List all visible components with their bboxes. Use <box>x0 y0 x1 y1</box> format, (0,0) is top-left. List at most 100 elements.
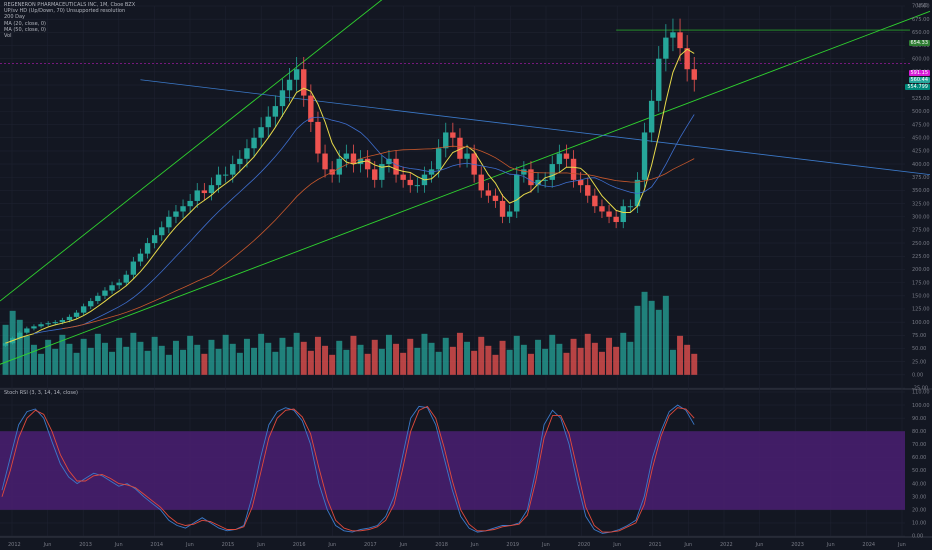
volume-bar <box>66 343 73 375</box>
volume-bar <box>385 334 392 375</box>
time-tick-label: 2022 <box>720 542 733 548</box>
rsi-tick-label: 70.00 <box>912 442 926 448</box>
candle-body <box>116 282 122 286</box>
candle-body <box>372 169 378 180</box>
price-tick-label: 175.00 <box>912 280 930 286</box>
time-tick-label: 2021 <box>649 542 662 548</box>
candle-body <box>123 274 129 283</box>
candle-body <box>514 174 520 212</box>
candle-body <box>80 306 87 313</box>
price-tick-label: 350.00 <box>912 188 930 194</box>
candle-body <box>563 153 570 159</box>
candle-body <box>66 316 73 321</box>
candle-body <box>95 295 101 302</box>
time-tick-label: Jun <box>399 542 408 548</box>
rsi-band <box>0 431 905 510</box>
stoch-rsi-pane <box>0 404 905 534</box>
candle-body <box>585 185 591 196</box>
time-tick-label: 2013 <box>79 542 92 548</box>
volume-bar <box>329 354 336 375</box>
price-tick-label: 475.00 <box>912 122 930 128</box>
candle-body <box>528 169 534 186</box>
time-tick-label: Jun <box>114 542 123 548</box>
rsi-tick-label: 50.00 <box>912 468 926 474</box>
volume-bar <box>314 336 321 375</box>
price-tick-label: 50.00 <box>912 346 926 352</box>
time-tick-label: 2015 <box>222 542 235 548</box>
candle-body <box>471 153 477 175</box>
volume-bar <box>144 350 151 375</box>
price-tick-label: 0.00 <box>912 373 923 379</box>
candle-body <box>52 322 58 324</box>
candle-body <box>606 211 612 217</box>
candle-body <box>379 164 385 180</box>
volume-bar <box>464 341 471 375</box>
candle-body <box>144 243 151 254</box>
volume-bar <box>187 335 194 375</box>
volume-bar <box>669 349 676 375</box>
volume-bar <box>151 336 158 375</box>
volume-bar <box>535 339 542 375</box>
candle-body <box>272 106 279 117</box>
candle-body <box>684 48 690 70</box>
volume-bar <box>414 347 421 375</box>
volume-bar <box>499 340 506 375</box>
candle-body <box>599 206 605 212</box>
candle-body <box>201 190 208 194</box>
candle-body <box>237 158 243 165</box>
volume-bar <box>598 351 605 375</box>
rsi-tick-label: 40.00 <box>912 481 926 487</box>
volume-bar <box>570 338 577 375</box>
candle-body <box>17 332 23 338</box>
candle-body <box>613 216 619 223</box>
price-tick-label: 450.00 <box>912 135 930 141</box>
price-tick-label: 275.00 <box>912 228 930 234</box>
lower-channel-line <box>0 10 931 365</box>
volume-bar <box>357 344 364 375</box>
candle-body <box>88 301 94 307</box>
volume-bar <box>180 349 187 375</box>
price-tick-label: 650.00 <box>912 30 930 36</box>
moving-averages <box>5 48 695 344</box>
rsi-tick-label: 80.00 <box>912 429 926 435</box>
volume-bar <box>279 337 286 375</box>
candle-body <box>464 153 470 159</box>
volume-bar <box>378 348 385 375</box>
volume-bar <box>648 300 655 375</box>
volume-bar <box>542 348 549 375</box>
candle-body <box>542 179 548 181</box>
time-axis[interactable]: 2012 Jun 2013 Jun 2014 Jun 2015 Jun 2016 Jun 2017 J… <box>8 542 906 548</box>
legend-indicator-5: Vol <box>4 33 12 40</box>
volume-bar <box>236 352 243 375</box>
volume-bar <box>208 339 215 375</box>
candle-body <box>556 153 563 165</box>
time-tick-label: 2018 <box>435 542 448 548</box>
price-tick-label: 600.00 <box>912 56 930 62</box>
price-tick-label: 25.00 <box>912 359 926 365</box>
volume-bar <box>393 343 400 375</box>
candle-body <box>535 179 541 186</box>
candle-body <box>457 137 463 159</box>
candle-body <box>549 164 555 180</box>
candle-body <box>648 100 655 133</box>
candle-body <box>102 290 108 296</box>
ma200-line <box>62 145 695 330</box>
candle-body <box>670 32 676 38</box>
price-tick-label: 525.00 <box>912 96 930 102</box>
candle-body <box>159 227 165 236</box>
volume-bar <box>371 339 378 375</box>
volume-bar <box>123 346 130 375</box>
trend-lines <box>0 0 931 365</box>
ma-price-tag: 554.799 <box>905 84 930 90</box>
candle-body <box>400 174 406 180</box>
volume-bar <box>641 291 648 375</box>
volume-bar <box>421 333 428 375</box>
volume-bar <box>400 352 407 375</box>
time-tick-label: 2023 <box>791 542 804 548</box>
stoch-k-line <box>1 404 695 534</box>
volume-bar <box>52 348 59 375</box>
candle-body <box>414 185 421 187</box>
current-price-tag: 591.15 <box>908 70 930 76</box>
candle-body <box>634 179 641 207</box>
